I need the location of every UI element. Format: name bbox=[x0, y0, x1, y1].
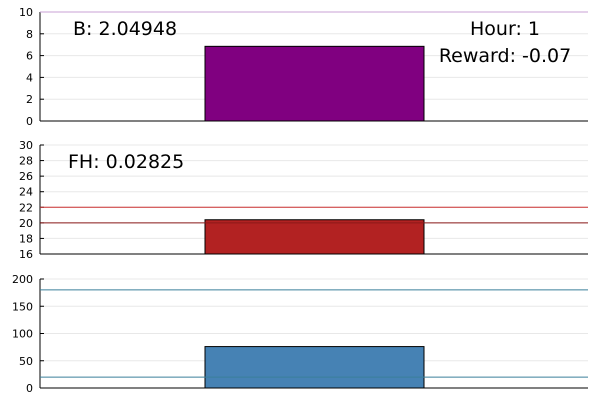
y-tick-label: 2 bbox=[26, 93, 33, 106]
y-tick-label: 24 bbox=[19, 186, 33, 199]
bar bbox=[204, 346, 425, 389]
panel-2: 16 18 20 22 24 26 28 30 FH: 0.02825 bbox=[19, 139, 588, 261]
panel-1: 0 2 4 6 8 10 B: 2.04948 Hour: 1 Reward: -0.07 bbox=[19, 6, 588, 128]
y-tick-label: 0 bbox=[26, 115, 33, 128]
y-tick-label: 200 bbox=[12, 273, 33, 286]
y-tick-label: 18 bbox=[19, 232, 33, 245]
y-tick-label: 26 bbox=[19, 170, 33, 183]
annotation-text: Hour: 1 bbox=[470, 18, 540, 40]
y-tick-label: 10 bbox=[19, 6, 33, 19]
y-tick-label: 150 bbox=[12, 300, 33, 313]
y-tick-label: 16 bbox=[19, 248, 33, 261]
bar bbox=[204, 45, 425, 122]
y-tick-label: 30 bbox=[19, 139, 33, 152]
panel-3: 0 50 100 150 200 bbox=[12, 273, 588, 395]
annotation-text: B: 2.04948 bbox=[73, 18, 177, 40]
y-tick-label: 50 bbox=[19, 355, 33, 368]
y-tick-label: 6 bbox=[26, 50, 33, 63]
y-tick-label: 22 bbox=[19, 201, 33, 214]
y-tick-label: 0 bbox=[26, 382, 33, 395]
y-tick-label: 20 bbox=[19, 217, 33, 230]
y-tick-label: 28 bbox=[19, 155, 33, 168]
bar bbox=[204, 219, 425, 255]
y-tick-label: 100 bbox=[12, 328, 33, 341]
annotation-text: FH: 0.02825 bbox=[68, 151, 184, 173]
annotation-text: Reward: -0.07 bbox=[439, 45, 571, 67]
y-tick-label: 8 bbox=[26, 28, 33, 41]
y-tick-label: 4 bbox=[26, 71, 33, 84]
